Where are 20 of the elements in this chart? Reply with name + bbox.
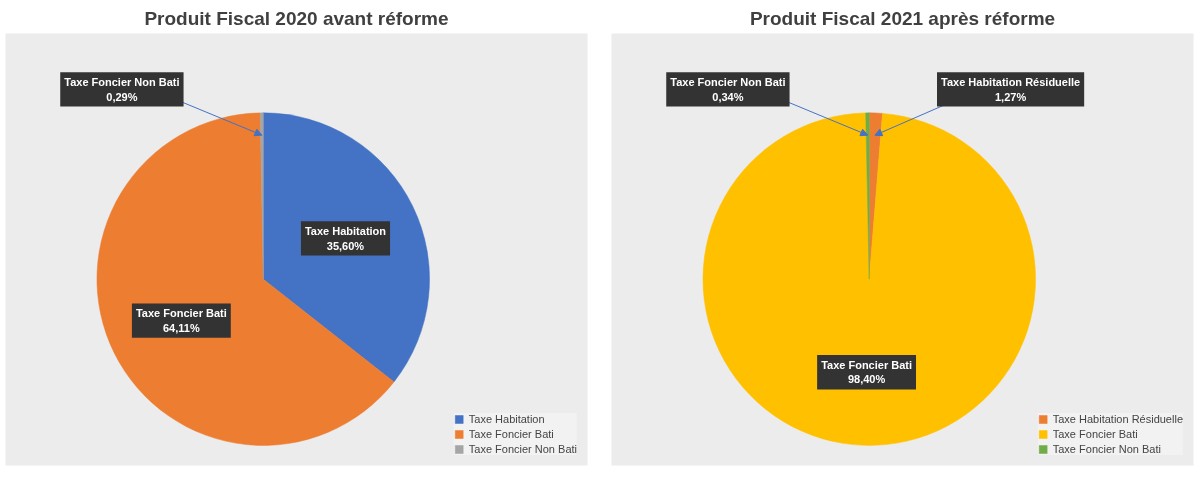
legend-label: Taxe Habitation	[468, 413, 545, 425]
legend-label: Taxe Habitation Résiduelle	[1052, 413, 1183, 425]
slice-label: Taxe Habitation Résiduelle	[941, 76, 1081, 89]
data-label: 1,27%	[994, 90, 1027, 103]
legend-label: Taxe Foncier Non Bati	[1052, 443, 1161, 455]
chart-title: Produit Fiscal 2021 après réforme	[749, 7, 1056, 29]
legend-label: Taxe Foncier Non Bati	[468, 443, 577, 455]
data-label: 35,60%	[326, 239, 365, 252]
legend-label: Taxe Foncier Bati	[1052, 428, 1138, 440]
slice-label: Taxe Foncier Bati	[135, 307, 227, 320]
chart-title: Produit Fiscal 2020 avant réforme	[144, 7, 449, 29]
data-label: 0,34%	[712, 90, 744, 103]
slice-label: Taxe Foncier Bati	[821, 359, 913, 372]
legend-label: Taxe Foncier Bati	[468, 428, 554, 440]
slice-label: Taxe Foncier Non Bati	[670, 76, 786, 89]
slice-label: Taxe Habitation	[304, 225, 387, 238]
slice-label: Taxe Foncier Non Bati	[64, 76, 180, 89]
data-label: 64,11%	[163, 321, 200, 334]
data-label: 98,40%	[847, 373, 886, 386]
data-label: 0,29%	[106, 90, 138, 103]
